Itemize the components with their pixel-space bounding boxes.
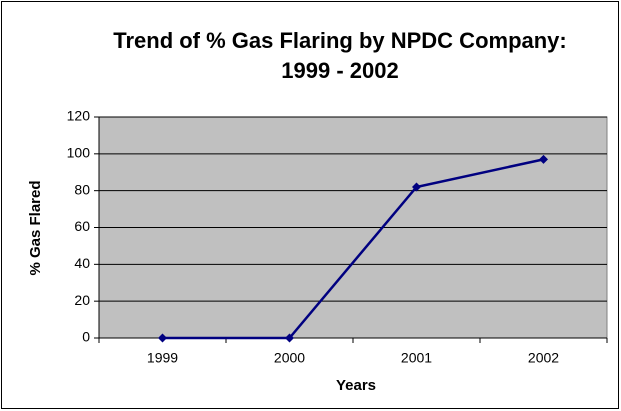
data-point: [158, 333, 167, 343]
chart-title-line: 1999 - 2002: [281, 58, 398, 83]
y-tick-label: 0: [82, 329, 90, 345]
x-tick-label: 2002: [528, 350, 559, 366]
x-tick-label: 2001: [401, 350, 432, 366]
x-axis-title: Years: [336, 377, 376, 394]
y-tick-label: 120: [67, 108, 91, 124]
x-tick-label: 1999: [147, 350, 178, 366]
x-tick-label: 2000: [274, 350, 305, 366]
data-point: [539, 154, 548, 164]
y-axis-title: % Gas Flared: [27, 180, 44, 275]
data-point: [285, 333, 294, 343]
y-tick-label: 80: [74, 181, 90, 197]
y-tick-label: 40: [74, 255, 90, 271]
y-tick-label: 60: [74, 218, 90, 234]
y-tick-label: 100: [67, 145, 91, 161]
series-line: [162, 158, 544, 340]
chart-title-line: Trend of % Gas Flaring by NPDC Company:: [113, 28, 567, 53]
data-point: [412, 182, 421, 192]
y-tick-label: 20: [74, 292, 90, 308]
